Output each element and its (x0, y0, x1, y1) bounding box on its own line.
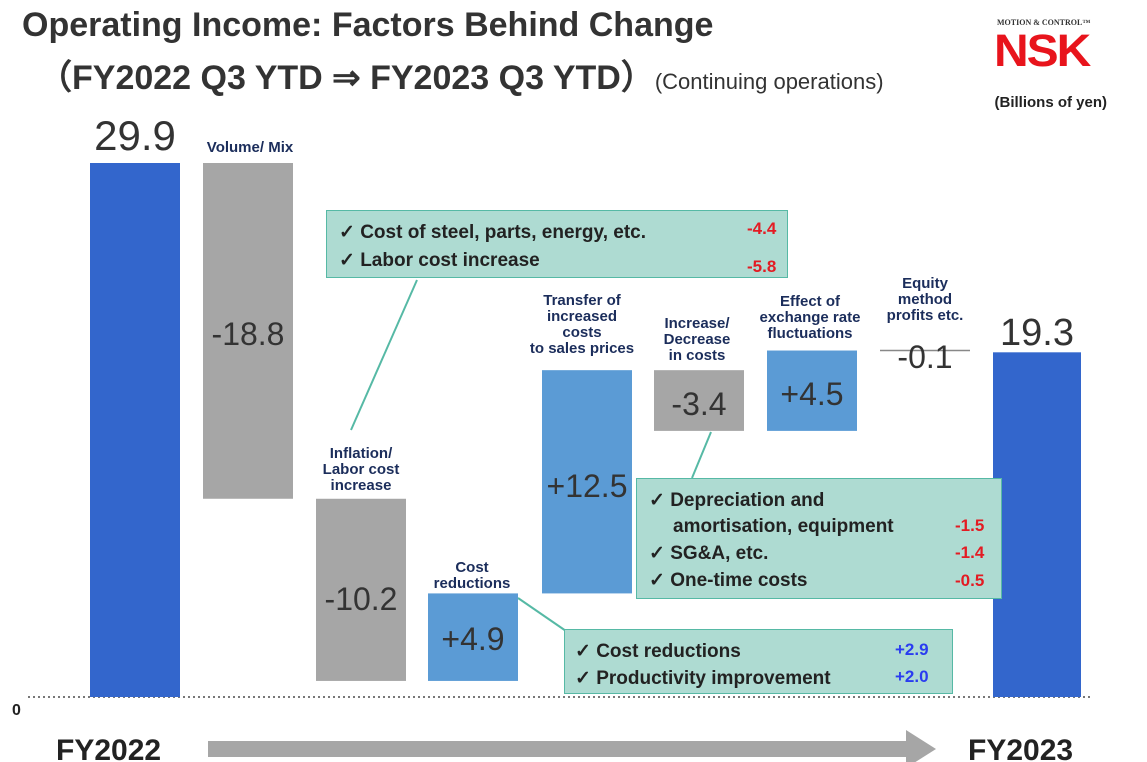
category-label-1: Volume/ Mix (207, 139, 294, 156)
category-label-2: Inflation/Labor cost increase (323, 445, 400, 494)
x-end-label: FY2023 (968, 734, 1073, 762)
bar-3 (428, 593, 518, 681)
category-label-5: Increase/Decrease in costs (664, 315, 731, 364)
costs-value-3: -0.5 (955, 571, 985, 590)
category-label-7: Equity method profits etc. (887, 275, 964, 324)
costs-item-1a: ✓ Depreciation and (649, 490, 825, 511)
reductions-value-1: +2.9 (895, 640, 929, 659)
value-label-4: +12.5 (547, 468, 628, 504)
category-label-4-line-3: to sales prices (530, 340, 634, 357)
inflation-value-1: -4.4 (747, 219, 777, 238)
costs-value-2: -1.4 (955, 543, 985, 562)
bar-2 (316, 498, 406, 681)
bar-8 (993, 352, 1081, 697)
category-label-6: Effect of exchange rate fluctuations (760, 293, 861, 342)
category-label-4-line-2: costs (562, 324, 601, 341)
inflation-item-1: ✓ Cost of steel, parts, energy, etc. (339, 222, 646, 243)
logo-tagline: MOTION & CONTROL™ (997, 18, 1091, 27)
value-label-8: 19.3 (1000, 312, 1074, 354)
reductions-item-2: ✓ Productivity improvement (575, 668, 831, 689)
category-label-3-line-0: Cost (455, 559, 488, 576)
period-label: （FY2022 Q3 YTD ⇒ FY2023 Q3 YTD） (38, 59, 655, 97)
category-label-3-line-1: reductions (434, 575, 511, 592)
category-label-5-line-0: Increase/ (664, 315, 730, 332)
inflation-connector (350, 279, 418, 431)
bar-1 (203, 163, 293, 499)
scope-label: (Continuing operations) (654, 69, 884, 94)
bar-0 (90, 163, 180, 697)
category-label-3: Cost reductions (434, 559, 511, 592)
x-start-label: FY2022 (56, 734, 161, 762)
category-label-6-line-0: Effect of (780, 293, 841, 310)
value-label-7: -0.1 (897, 339, 952, 375)
nsk-logo: NSK (994, 26, 1091, 77)
category-label-4-line-1: increased (547, 308, 617, 325)
costs-item-2: ✓ SG&A, etc. (649, 543, 769, 564)
value-label-1: -18.8 (212, 316, 285, 352)
reductions-callout: ✓ Cost reductions +2.9 ✓ Productivity im… (564, 629, 953, 694)
timeline-arrow-shaft (208, 741, 908, 757)
timeline-arrow-head (906, 730, 936, 762)
chart-subtitle: （FY2022 Q3 YTD ⇒ FY2023 Q3 YTD）(Continui… (38, 50, 884, 99)
category-label-6-line-2: fluctuations (768, 325, 853, 342)
category-label-5-line-2: in costs (669, 347, 726, 364)
costs-callout: ✓ Depreciation and amortisation, equipme… (636, 478, 1002, 599)
category-label-7-line-1: method (898, 291, 952, 308)
category-label-7-line-0: Equity (902, 275, 948, 292)
inflation-item-2: ✓ Labor cost increase (339, 250, 540, 271)
reductions-value-2: +2.0 (895, 667, 929, 686)
category-label-2-line-1: Labor cost (323, 461, 400, 478)
bar-5 (654, 370, 744, 431)
category-label-5-line-1: Decrease (664, 331, 731, 348)
bar-6 (767, 350, 857, 431)
overlay-layer: FY2022 FY2023 (56, 279, 1073, 762)
bars-layer (28, 163, 1090, 698)
zero-label: 0 (12, 702, 21, 719)
costs-item-3: ✓ One-time costs (649, 570, 808, 591)
value-label-3: +4.9 (441, 621, 504, 657)
inflation-callout: ✓ Cost of steel, parts, energy, etc. -4.… (326, 210, 788, 278)
chart-title: Operating Income: Factors Behind Change (22, 6, 714, 44)
value-label-6: +4.5 (780, 376, 843, 412)
value-label-5: -3.4 (671, 386, 726, 422)
category-label-2-line-0: Inflation/ (330, 445, 393, 462)
costs-value-1: -1.5 (955, 516, 985, 535)
costs-item-1b: amortisation, equipment (673, 516, 894, 537)
labels-layer: 0 29.9 -18.8 -10.2 +4.9 +12.5 -3.4 +4.5 -0.1 19.3… (12, 112, 1074, 719)
value-label-0: 29.9 (94, 112, 176, 159)
bar-4 (542, 370, 632, 594)
units-label: (Billions of yen) (994, 94, 1108, 111)
category-label-7-line-2: profits etc. (887, 307, 964, 324)
costs-connector (691, 431, 712, 479)
category-label-6-line-1: exchange rate (760, 309, 861, 326)
category-label-4: Transfer of increased costs to sales prices (530, 292, 634, 357)
category-label-1-line-0: Volume/ Mix (207, 139, 294, 156)
category-label-4-line-0: Transfer of (543, 292, 622, 309)
category-label-2-line-2: increase (331, 477, 392, 494)
reductions-connector (517, 597, 567, 632)
inflation-value-2: -5.8 (747, 257, 777, 276)
reductions-item-1: ✓ Cost reductions (575, 641, 741, 662)
value-label-2: -10.2 (325, 581, 398, 617)
